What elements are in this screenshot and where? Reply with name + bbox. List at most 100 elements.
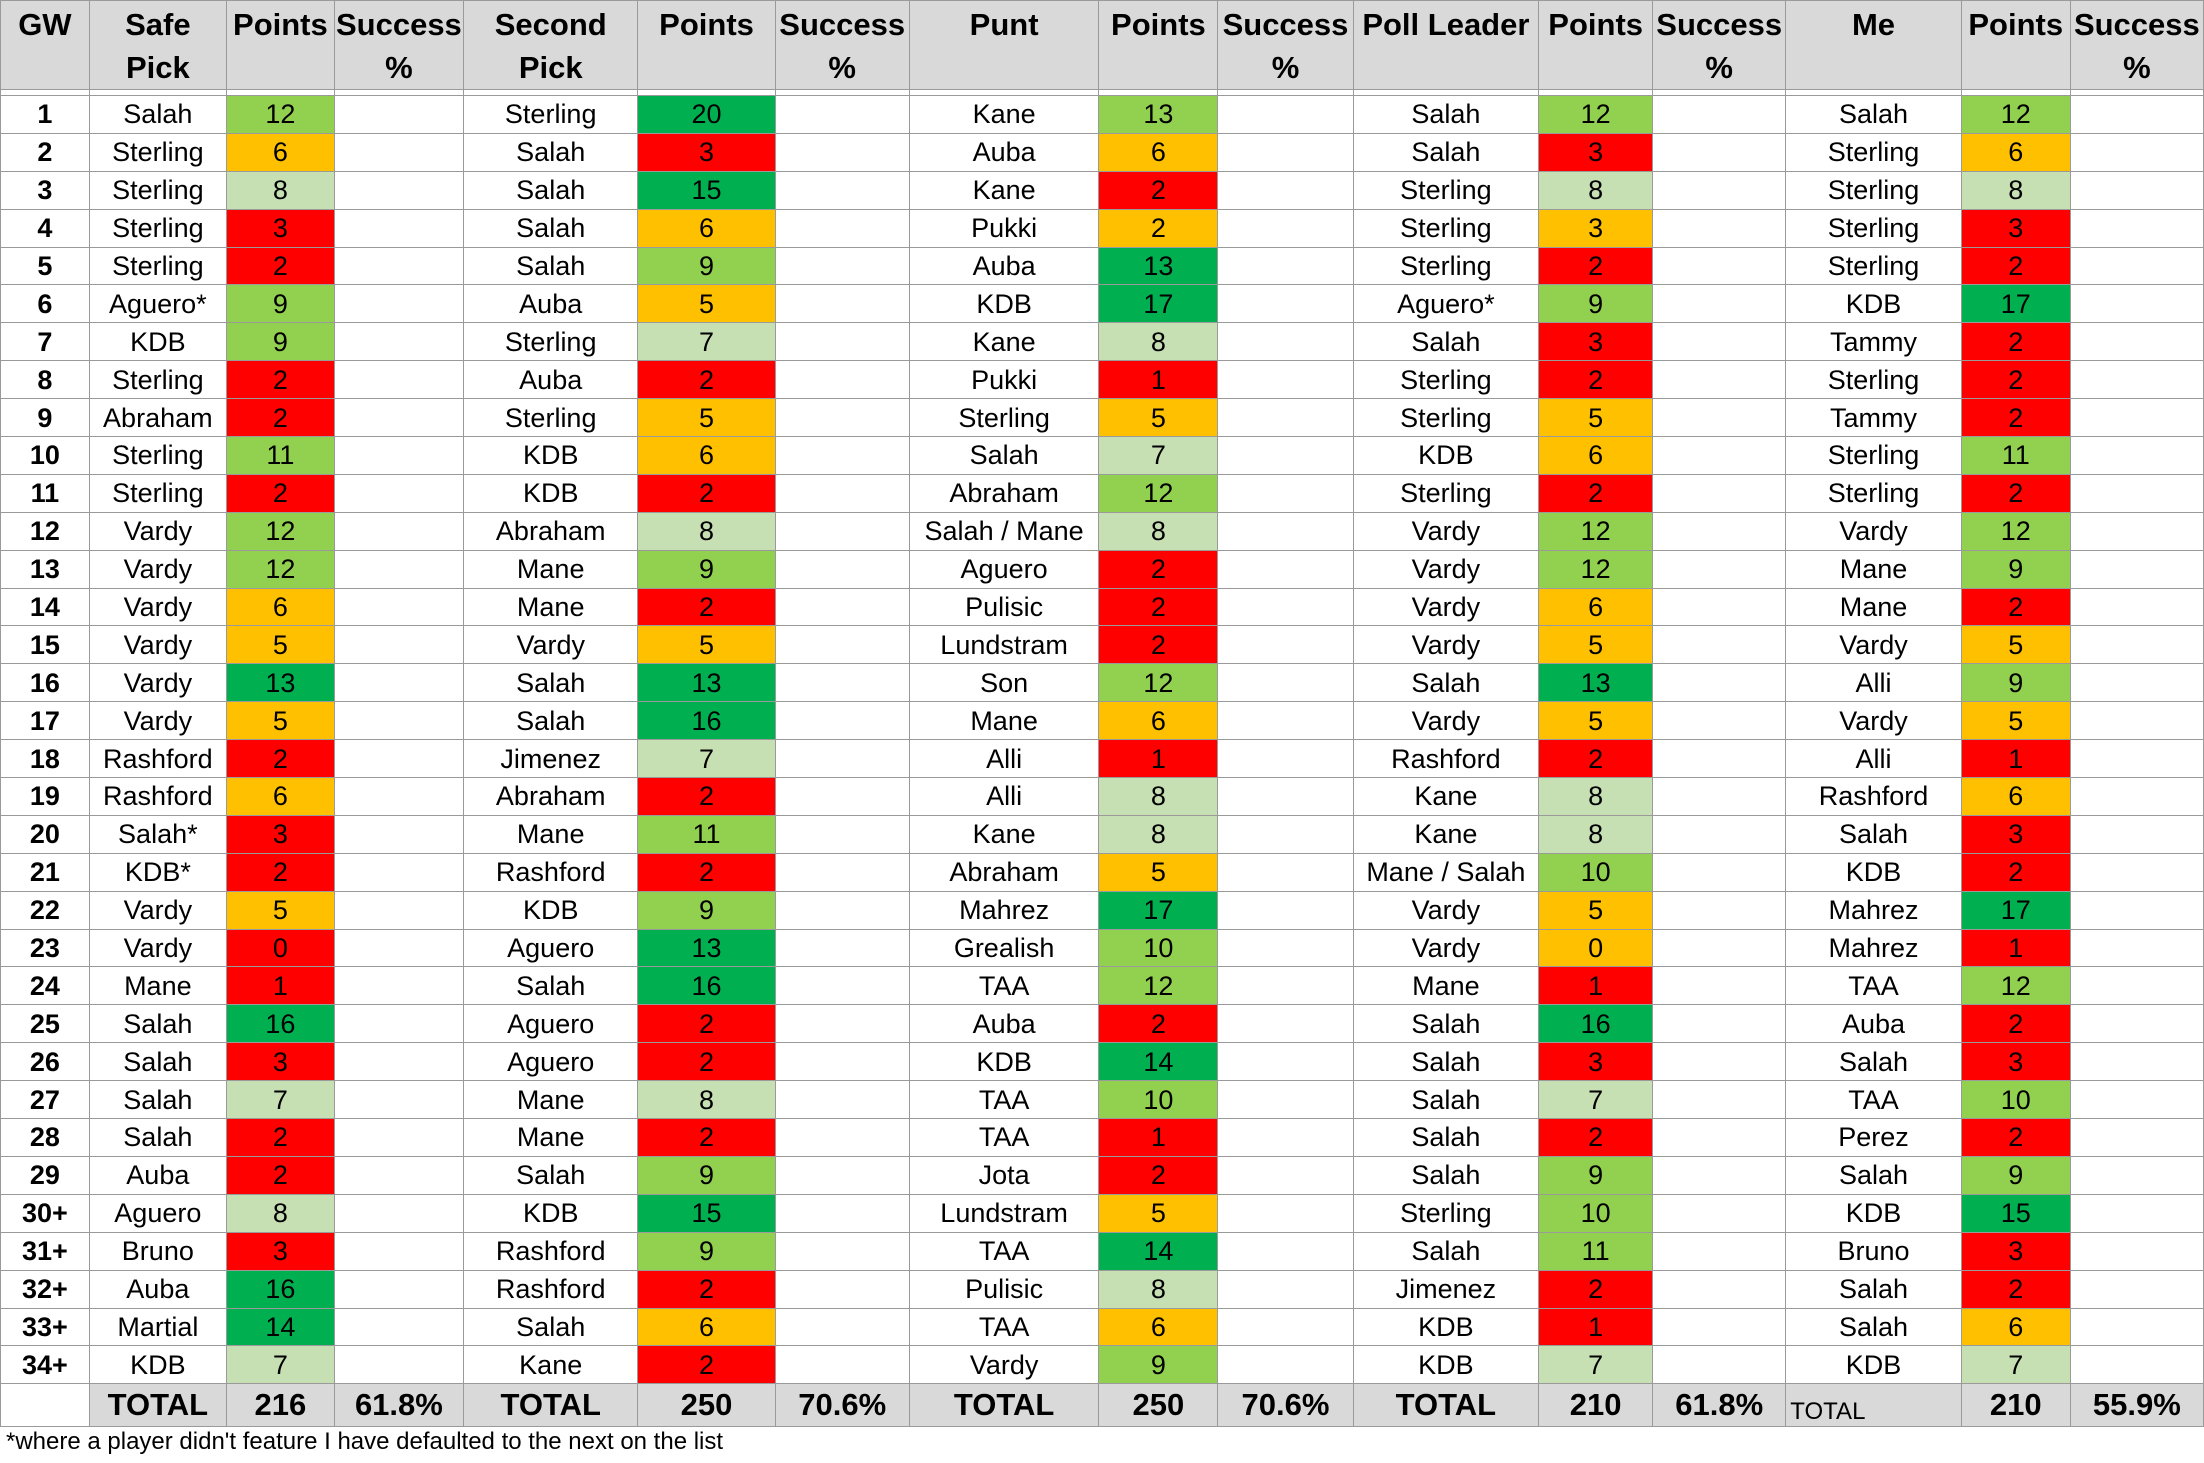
second-success-cell xyxy=(774,284,910,324)
header-poll-leader: Poll Leader xyxy=(1352,0,1540,90)
punt-success-cell xyxy=(1217,1193,1354,1233)
safe-success-cell xyxy=(333,170,464,210)
safe-player-cell: Vardy xyxy=(88,701,227,741)
safe-points-cell: 2 xyxy=(225,246,335,286)
me-success-cell xyxy=(2069,1269,2204,1309)
punt-success-cell xyxy=(1217,1155,1354,1195)
safe-success-cell xyxy=(333,208,464,248)
second-success-cell xyxy=(774,625,910,665)
poll-success-cell xyxy=(1652,1042,1787,1082)
gw-cell: 27 xyxy=(0,1080,90,1120)
safe-success-cell xyxy=(333,625,464,665)
poll-points-cell: 5 xyxy=(1538,890,1654,930)
poll-points-cell: 9 xyxy=(1538,1155,1654,1195)
gw-cell: 17 xyxy=(0,701,90,741)
me-points-cell: 2 xyxy=(1960,587,2071,627)
safe-success-cell xyxy=(333,928,464,968)
second-success-cell xyxy=(774,777,910,816)
safe-player-cell: Vardy xyxy=(88,663,227,703)
safe-success-cell xyxy=(333,360,464,400)
me-player-cell: Sterling xyxy=(1785,132,1962,172)
safe-points-cell: 5 xyxy=(225,701,335,741)
poll-success-cell xyxy=(1652,928,1787,968)
punt-points-cell: 2 xyxy=(1098,625,1219,665)
punt-player-cell: TAA xyxy=(908,966,1100,1006)
poll-success-cell xyxy=(1652,132,1787,172)
table-row: 1 Salah 12 Sterling 20 Kane 13 Salah 12 Salah 12 xyxy=(0,95,2204,134)
table-row: 14 Vardy 6 Mane 2 Pulisic 2 Vardy 6 Mane 2 xyxy=(0,587,2204,627)
poll-player-cell: KDB xyxy=(1352,1345,1540,1385)
safe-points-cell: 3 xyxy=(225,1042,335,1082)
punt-success-cell xyxy=(1217,1345,1354,1385)
safe-success-cell xyxy=(333,132,464,172)
safe-points-cell: 16 xyxy=(225,1269,335,1309)
poll-success-cell xyxy=(1652,663,1787,703)
me-success-cell xyxy=(2069,170,2204,210)
safe-success-cell xyxy=(333,284,464,324)
me-player-cell: Mahrez xyxy=(1785,890,1962,930)
table-row: 17 Vardy 5 Salah 16 Mane 6 Vardy 5 Vardy 5 xyxy=(0,701,2204,741)
punt-success-cell xyxy=(1217,436,1354,475)
me-success-cell xyxy=(2069,1042,2204,1082)
punt-points-cell: 13 xyxy=(1098,246,1219,286)
second-player-cell: Mane xyxy=(462,549,639,589)
poll-success-cell xyxy=(1652,625,1787,665)
poll-points-cell: 0 xyxy=(1538,928,1654,968)
header-safe-pick: Safe Pick xyxy=(88,0,227,90)
me-success-cell xyxy=(2069,890,2204,930)
punt-points-cell: 12 xyxy=(1098,663,1219,703)
poll-success-cell xyxy=(1652,1118,1787,1157)
punt-success-cell xyxy=(1217,1307,1354,1347)
poll-player-cell: KDB xyxy=(1352,436,1540,475)
totals-gw-blank xyxy=(0,1383,90,1428)
me-points-cell: 6 xyxy=(1960,132,2071,172)
poll-points-cell: 11 xyxy=(1538,1231,1654,1271)
punt-points-cell: 2 xyxy=(1098,1155,1219,1195)
table-body: 1 Salah 12 Sterling 20 Kane 13 Salah 12 Salah 12 2 S… xyxy=(0,89,2204,1385)
total-success: 61.8% xyxy=(1652,1383,1787,1428)
safe-points-cell: 12 xyxy=(225,511,335,551)
second-player-cell: Aguero xyxy=(462,1042,639,1082)
me-success-cell xyxy=(2069,436,2204,475)
me-points-cell: 9 xyxy=(1960,549,2071,589)
spacer-cell xyxy=(1652,89,1787,96)
punt-player-cell: TAA xyxy=(908,1231,1100,1271)
safe-player-cell: Sterling xyxy=(88,246,227,286)
gw-cell: 34+ xyxy=(0,1345,90,1385)
header-punt-success: Success % xyxy=(1217,0,1354,90)
second-player-cell: Abraham xyxy=(462,777,639,816)
safe-success-cell xyxy=(333,1193,464,1233)
punt-success-cell xyxy=(1217,284,1354,324)
punt-player-cell: Lundstram xyxy=(908,1193,1100,1233)
table-row: 5 Sterling 2 Salah 9 Auba 13 Sterling 2 Sterling 2 xyxy=(0,246,2204,286)
safe-success-cell xyxy=(333,814,464,854)
spacer-cell xyxy=(88,89,227,96)
me-player-cell: Salah xyxy=(1785,1155,1962,1195)
second-points-cell: 5 xyxy=(637,284,776,324)
poll-success-cell xyxy=(1652,890,1787,930)
second-success-cell xyxy=(774,1307,910,1347)
punt-points-cell: 12 xyxy=(1098,473,1219,513)
poll-player-cell: Vardy xyxy=(1352,511,1540,551)
table-row: 25 Salah 16 Aguero 2 Auba 2 Salah 16 Auba 2 xyxy=(0,1004,2204,1044)
safe-points-cell: 9 xyxy=(225,322,335,362)
poll-success-cell xyxy=(1652,701,1787,741)
poll-player-cell: Salah xyxy=(1352,1042,1540,1082)
second-player-cell: Auba xyxy=(462,284,639,324)
second-player-cell: KDB xyxy=(462,473,639,513)
header-safe-success: Success % xyxy=(333,0,464,90)
second-player-cell: Salah xyxy=(462,1155,639,1195)
poll-success-cell xyxy=(1652,1345,1787,1385)
me-player-cell: Mahrez xyxy=(1785,928,1962,968)
safe-success-cell xyxy=(333,701,464,741)
second-player-cell: Aguero xyxy=(462,1004,639,1044)
safe-player-cell: Sterling xyxy=(88,170,227,210)
gw-cell: 9 xyxy=(0,398,90,438)
poll-player-cell: Sterling xyxy=(1352,246,1540,286)
punt-points-cell: 2 xyxy=(1098,549,1219,589)
me-success-cell xyxy=(2069,284,2204,324)
punt-success-cell xyxy=(1217,777,1354,816)
poll-points-cell: 12 xyxy=(1538,549,1654,589)
poll-player-cell: Salah xyxy=(1352,1118,1540,1157)
gw-cell: 6 xyxy=(0,284,90,324)
